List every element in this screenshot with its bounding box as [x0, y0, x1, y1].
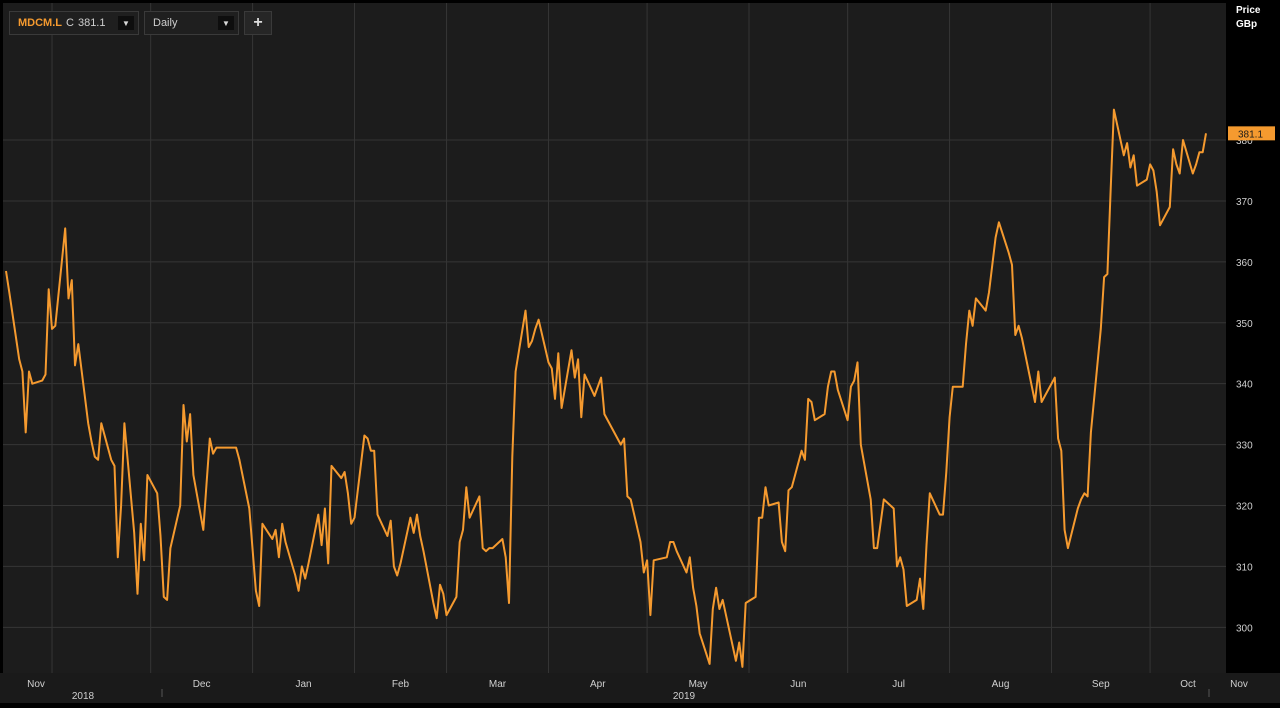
x-tick-label: Jan: [295, 679, 311, 690]
x-tick-label: Nov: [27, 679, 45, 690]
chart-toolbar: MDCM.L C 381.1 ▼ Daily ▼ +: [9, 11, 272, 35]
y-tick-label: 380: [1236, 136, 1253, 147]
last-price-badge: [1228, 126, 1275, 141]
x-tick-label: Oct: [1180, 679, 1196, 690]
close-prefix: C: [66, 17, 74, 29]
y-axis: 300 310 320 330 340 350 360 370 380: [1236, 136, 1253, 634]
add-study-button[interactable]: +: [244, 11, 272, 35]
plot-area: [3, 3, 1226, 673]
x-tick-label: May: [689, 679, 708, 690]
last-price-text: 381.1: [1238, 129, 1263, 140]
y-axis-unit: GBp: [1236, 19, 1257, 30]
x-tick-label: Sep: [1092, 679, 1110, 690]
last-price-marker: 381.1: [1228, 126, 1275, 141]
chevron-down-icon[interactable]: ▼: [218, 16, 234, 30]
y-axis-label: Price: [1236, 5, 1261, 16]
price-series-line: [5, 108, 1207, 668]
x-tick-label: Aug: [992, 679, 1010, 690]
symbol-name: MDCM.L: [18, 17, 62, 29]
y-tick-label: 350: [1236, 319, 1253, 330]
y-tick-label: 370: [1236, 197, 1253, 208]
y-tick-label: 330: [1236, 441, 1253, 452]
x-tick-label: Apr: [590, 679, 606, 690]
y-tick-label: 310: [1236, 562, 1253, 573]
grid-lines: [3, 3, 1226, 673]
x-tick-label: Nov: [1230, 679, 1248, 690]
period-selector[interactable]: Daily ▼: [144, 11, 239, 35]
plus-icon: +: [253, 14, 263, 31]
x-tick-label: Jun: [790, 679, 806, 690]
x-tick-label: Feb: [392, 679, 410, 690]
y-tick-label: 340: [1236, 380, 1253, 391]
close-value: 381.1: [77, 17, 106, 29]
chevron-down-icon[interactable]: ▼: [118, 16, 134, 30]
y-tick-label: 300: [1236, 623, 1253, 634]
y-tick-label: 320: [1236, 502, 1253, 513]
x-year-label: 2019: [673, 691, 696, 702]
x-tick-label: Dec: [193, 679, 211, 690]
symbol-selector[interactable]: MDCM.L C 381.1 ▼: [9, 11, 139, 35]
x-axis: Nov Dec Jan Feb Mar Apr May Jun Jul Aug Sep Oct Nov 2…: [0, 673, 1280, 703]
x-tick-label: Mar: [489, 679, 507, 690]
x-tick-label: Jul: [892, 679, 905, 690]
y-tick-label: 360: [1236, 258, 1253, 269]
period-label: Daily: [153, 17, 178, 29]
x-year-label: 2018: [72, 691, 95, 702]
x-axis-band: [0, 673, 1280, 703]
